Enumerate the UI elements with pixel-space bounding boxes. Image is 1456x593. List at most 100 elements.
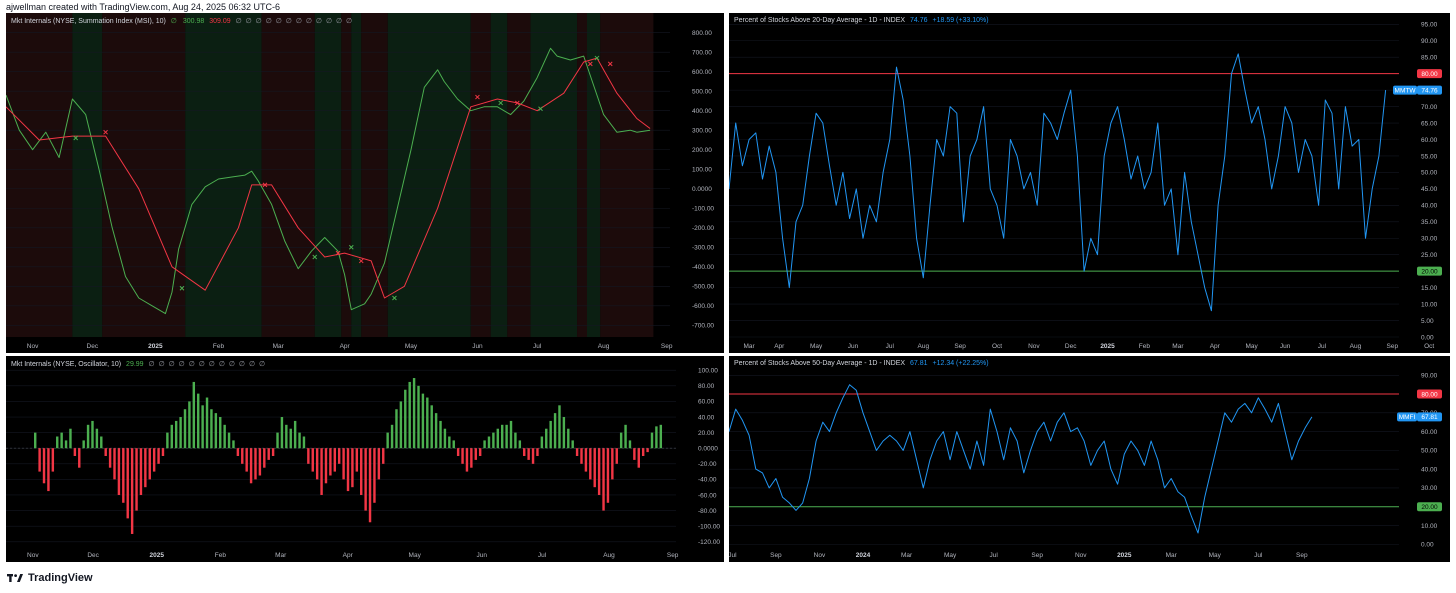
mmfi-y-tick: 0.00 bbox=[1421, 542, 1434, 549]
mmtw-x-tick: Jun bbox=[1280, 343, 1291, 350]
msi-cross-marker bbox=[607, 61, 613, 67]
mmtw-x-tick: Oct bbox=[1424, 343, 1434, 350]
mmtw-series-tag-label: MMTW bbox=[1395, 87, 1417, 94]
mmfi-x-tick: Nov bbox=[1075, 552, 1087, 559]
msi-y-tick: -500.00 bbox=[692, 284, 714, 291]
osc-bar bbox=[448, 436, 451, 449]
msi-x-tick: Mar bbox=[273, 343, 285, 350]
mmtw-x-tick: Sep bbox=[954, 343, 966, 350]
msi-cross-marker bbox=[73, 135, 79, 141]
mmtw-level-badge bbox=[1417, 69, 1442, 79]
osc-bar bbox=[298, 432, 301, 449]
msi-y-tick: 0.0000 bbox=[692, 186, 712, 193]
osc-bar bbox=[443, 428, 447, 449]
header-text: ajwellman created with TradingView.com, … bbox=[6, 2, 280, 12]
osc-bar bbox=[60, 432, 63, 449]
osc-bar bbox=[611, 448, 614, 480]
osc-bar bbox=[549, 420, 552, 449]
osc-x-tick: 2025 bbox=[150, 552, 165, 559]
osc-bar bbox=[527, 448, 530, 460]
osc-bar bbox=[157, 448, 160, 464]
osc-bar bbox=[241, 448, 244, 464]
mmfi-level-badge bbox=[1417, 389, 1442, 399]
msi-background-region bbox=[587, 13, 601, 337]
mmtw-value: 74.76 bbox=[910, 17, 928, 24]
osc-bar bbox=[606, 448, 610, 503]
msi-y-tick: 400.00 bbox=[692, 108, 712, 115]
mmfi-y-tick: 40.00 bbox=[1421, 466, 1438, 473]
msi-background-region bbox=[314, 13, 342, 337]
osc-bar bbox=[417, 385, 420, 449]
mmfi-x-tick: Jul bbox=[989, 552, 998, 559]
osc-bar bbox=[624, 424, 627, 449]
mmtw-x-tick: Apr bbox=[1210, 343, 1221, 350]
osc-bar bbox=[426, 397, 429, 449]
osc-bar bbox=[408, 381, 411, 449]
osc-x-tick: Jun bbox=[476, 552, 487, 559]
osc-bar bbox=[496, 428, 500, 449]
osc-bar bbox=[280, 417, 284, 449]
osc-bar bbox=[166, 432, 169, 449]
osc-bar bbox=[633, 448, 636, 460]
osc-bar bbox=[174, 420, 178, 449]
msi-background-region bbox=[600, 13, 654, 337]
mmtw-level-badge-label: 20.00 bbox=[1421, 268, 1438, 275]
msi-cross-marker bbox=[103, 129, 108, 135]
osc-bar bbox=[531, 448, 535, 464]
footer-brand: TradingView bbox=[28, 572, 93, 584]
osc-bar bbox=[452, 440, 455, 449]
osc-bar bbox=[434, 413, 438, 449]
msi-title: Mkt Internals (NYSE, Summation Index (MS… bbox=[11, 18, 166, 25]
osc-bar bbox=[584, 448, 588, 472]
msi-y-tick: 800.00 bbox=[692, 30, 712, 37]
osc-bar bbox=[82, 440, 85, 449]
mmtw-y-tick: 65.00 bbox=[1421, 120, 1438, 127]
mmfi-x-tick: Nov bbox=[814, 552, 826, 559]
osc-x-tick: Dec bbox=[87, 552, 99, 559]
osc-bar bbox=[412, 378, 416, 449]
msi-value-1: 300.98 bbox=[182, 18, 205, 25]
msi-background-region bbox=[361, 13, 388, 337]
osc-bar bbox=[245, 448, 248, 472]
osc-bar bbox=[34, 432, 37, 449]
osc-chart-panel[interactable]: 100.00 80.00 60.00 40.00 20.00 0.0000 -20.00 -4… bbox=[6, 356, 724, 562]
osc-bar bbox=[276, 432, 279, 449]
msi-series-line bbox=[6, 47, 651, 315]
osc-bar bbox=[144, 448, 147, 488]
osc-bar bbox=[263, 448, 266, 468]
osc-bar bbox=[100, 436, 103, 449]
msi-cross-marker bbox=[587, 61, 593, 67]
osc-bar bbox=[285, 424, 288, 449]
osc-y-tick: -40.00 bbox=[698, 477, 717, 484]
osc-bar bbox=[289, 428, 292, 449]
osc-bar bbox=[192, 381, 196, 449]
osc-bar bbox=[567, 428, 570, 449]
mmtw-value-badge-label: 74.76 bbox=[1421, 87, 1438, 94]
msi-background-region bbox=[470, 13, 491, 337]
mmtw-series-line bbox=[729, 53, 1387, 312]
msi-background-region bbox=[530, 13, 578, 337]
mmtw-chart-panel[interactable]: 95.0090.0085.0080.0075.0070.0065.0060.00… bbox=[729, 13, 1450, 353]
msi-chart-panel[interactable]: 800.00 700.00 600.00 500.00 400.00 300.00 200.… bbox=[6, 13, 724, 353]
osc-bar bbox=[258, 448, 262, 476]
mmfi-x-tick: 2024 bbox=[856, 552, 871, 559]
mmtw-level-badge-label: 80.00 bbox=[1421, 71, 1438, 78]
msi-chart: 800.00 700.00 600.00 500.00 400.00 300.00 200.… bbox=[6, 13, 714, 350]
msi-background-region bbox=[507, 13, 531, 337]
mmtw-y-tick: 55.00 bbox=[1421, 153, 1438, 160]
osc-bar bbox=[487, 436, 491, 449]
osc-bar bbox=[78, 448, 81, 468]
osc-bar bbox=[553, 413, 557, 449]
osc-bar bbox=[271, 448, 275, 456]
mmfi-value-badge-label: 67.81 bbox=[1421, 414, 1438, 421]
osc-bar bbox=[615, 448, 618, 464]
mmfi-chart-panel[interactable]: 90.0080.0070.0060.0050.0040.0030.0020.00… bbox=[729, 356, 1450, 562]
osc-bar bbox=[628, 440, 632, 449]
mmfi-x-tick: Mar bbox=[1166, 552, 1178, 559]
msi-x-tick: May bbox=[405, 343, 418, 350]
mmfi-legend: Percent of Stocks Above 50-Day Average -… bbox=[734, 360, 989, 367]
osc-bar bbox=[183, 409, 187, 449]
msi-background-region bbox=[72, 13, 103, 337]
msi-cross-marker bbox=[594, 55, 600, 61]
msi-cross-marker bbox=[358, 258, 364, 264]
